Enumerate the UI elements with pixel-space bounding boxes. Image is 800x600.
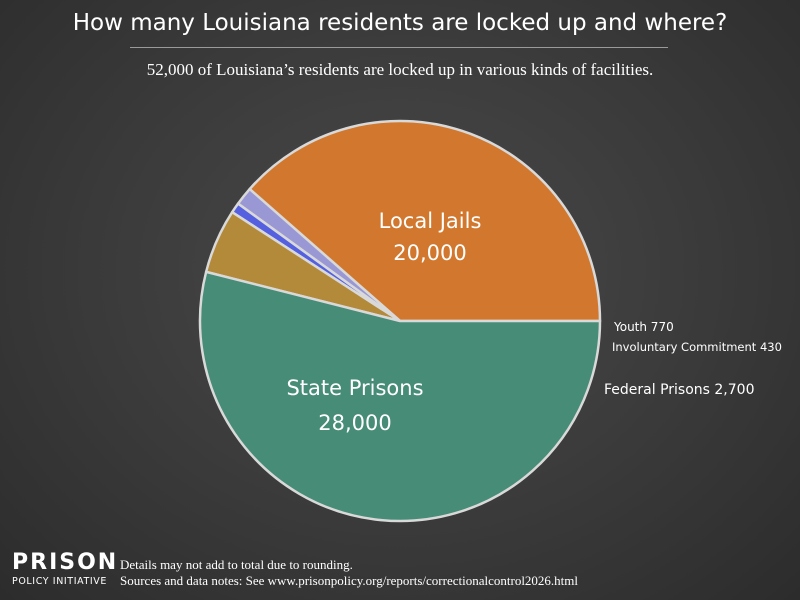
prison-policy-initiative-logo: PRISON POLICY INITIATIVE [12,550,119,588]
chart-title: How many Louisiana residents are locked … [72,10,728,36]
slice-label-local-jails: Local Jails [379,209,482,233]
slice-label-involuntary-commitment: Involuntary Commitment 430 [612,340,782,354]
logo-line-1: PRISON [12,550,119,575]
pie-slice-state-prisons [198,270,602,523]
note-rounding: Details may not add to total due to roun… [120,557,353,572]
logo-line-2: POLICY INITIATIVE [12,576,107,587]
pie-slice-local-jails [248,119,602,323]
slice-value-local-jails: 20,000 [393,241,466,265]
chart-subtitle: 52,000 of Louisiana’s residents are lock… [146,60,654,79]
title-divider [130,47,668,48]
note-sources: Sources and data notes: See www.prisonpo… [120,573,579,588]
slice-label-federal-prisons: Federal Prisons 2,700 [604,382,754,398]
slice-label-state-prisons: State Prisons [286,376,423,400]
slice-label-youth: Youth 770 [613,320,674,334]
source-notes: Details may not add to total due to roun… [120,557,578,589]
slice-value-state-prisons: 28,000 [318,411,391,435]
